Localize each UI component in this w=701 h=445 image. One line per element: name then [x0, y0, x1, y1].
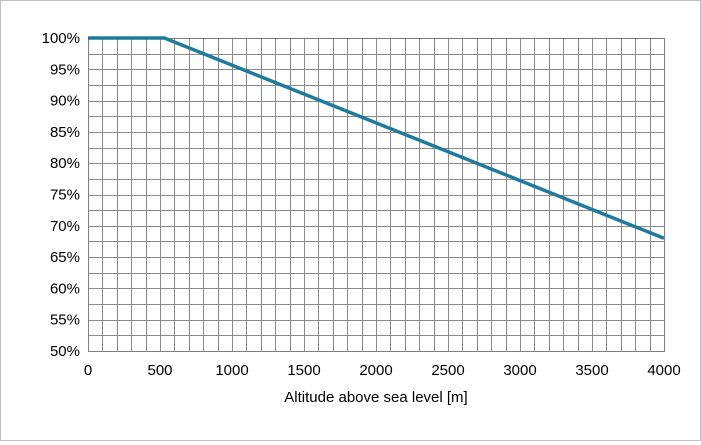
x-tick-label: 1500 [287, 362, 320, 379]
x-axis-title: Altitude above sea level [m] [284, 389, 467, 406]
y-tick-label: 95% [50, 61, 80, 78]
series-line-0 [88, 36, 665, 240]
y-tick-label: 55% [50, 312, 80, 329]
y-tick-label: 90% [50, 93, 80, 110]
x-tick-label: 3000 [503, 362, 536, 379]
y-tick-label: 65% [50, 249, 80, 266]
x-tick-label: 1000 [215, 362, 248, 379]
x-tick-labels: 0 500 1000 1500 2000 2500 3000 3500 4000 [84, 362, 681, 379]
x-tick-label: 2000 [359, 362, 392, 379]
y-tick-label: 85% [50, 124, 80, 141]
y-tick-label: 60% [50, 280, 80, 297]
x-tick-label: 500 [147, 362, 172, 379]
y-tick-label: 80% [50, 155, 80, 172]
y-tick-label: 75% [50, 187, 80, 204]
grid [88, 38, 665, 352]
series-layer [88, 36, 665, 240]
y-tick-label: 100% [42, 30, 80, 47]
y-tick-labels: 50% 55% 60% 65% 70% 75% 80% 85% 90% 95% 100% [42, 30, 80, 360]
plot-area-border [88, 38, 665, 352]
y-tick-label: 70% [50, 218, 80, 235]
x-tick-label: 4000 [647, 362, 680, 379]
y-tick-label: 50% [50, 343, 80, 360]
x-tick-label: 3500 [575, 362, 608, 379]
x-tick-label: 0 [84, 362, 92, 379]
x-tick-label: 2500 [431, 362, 464, 379]
